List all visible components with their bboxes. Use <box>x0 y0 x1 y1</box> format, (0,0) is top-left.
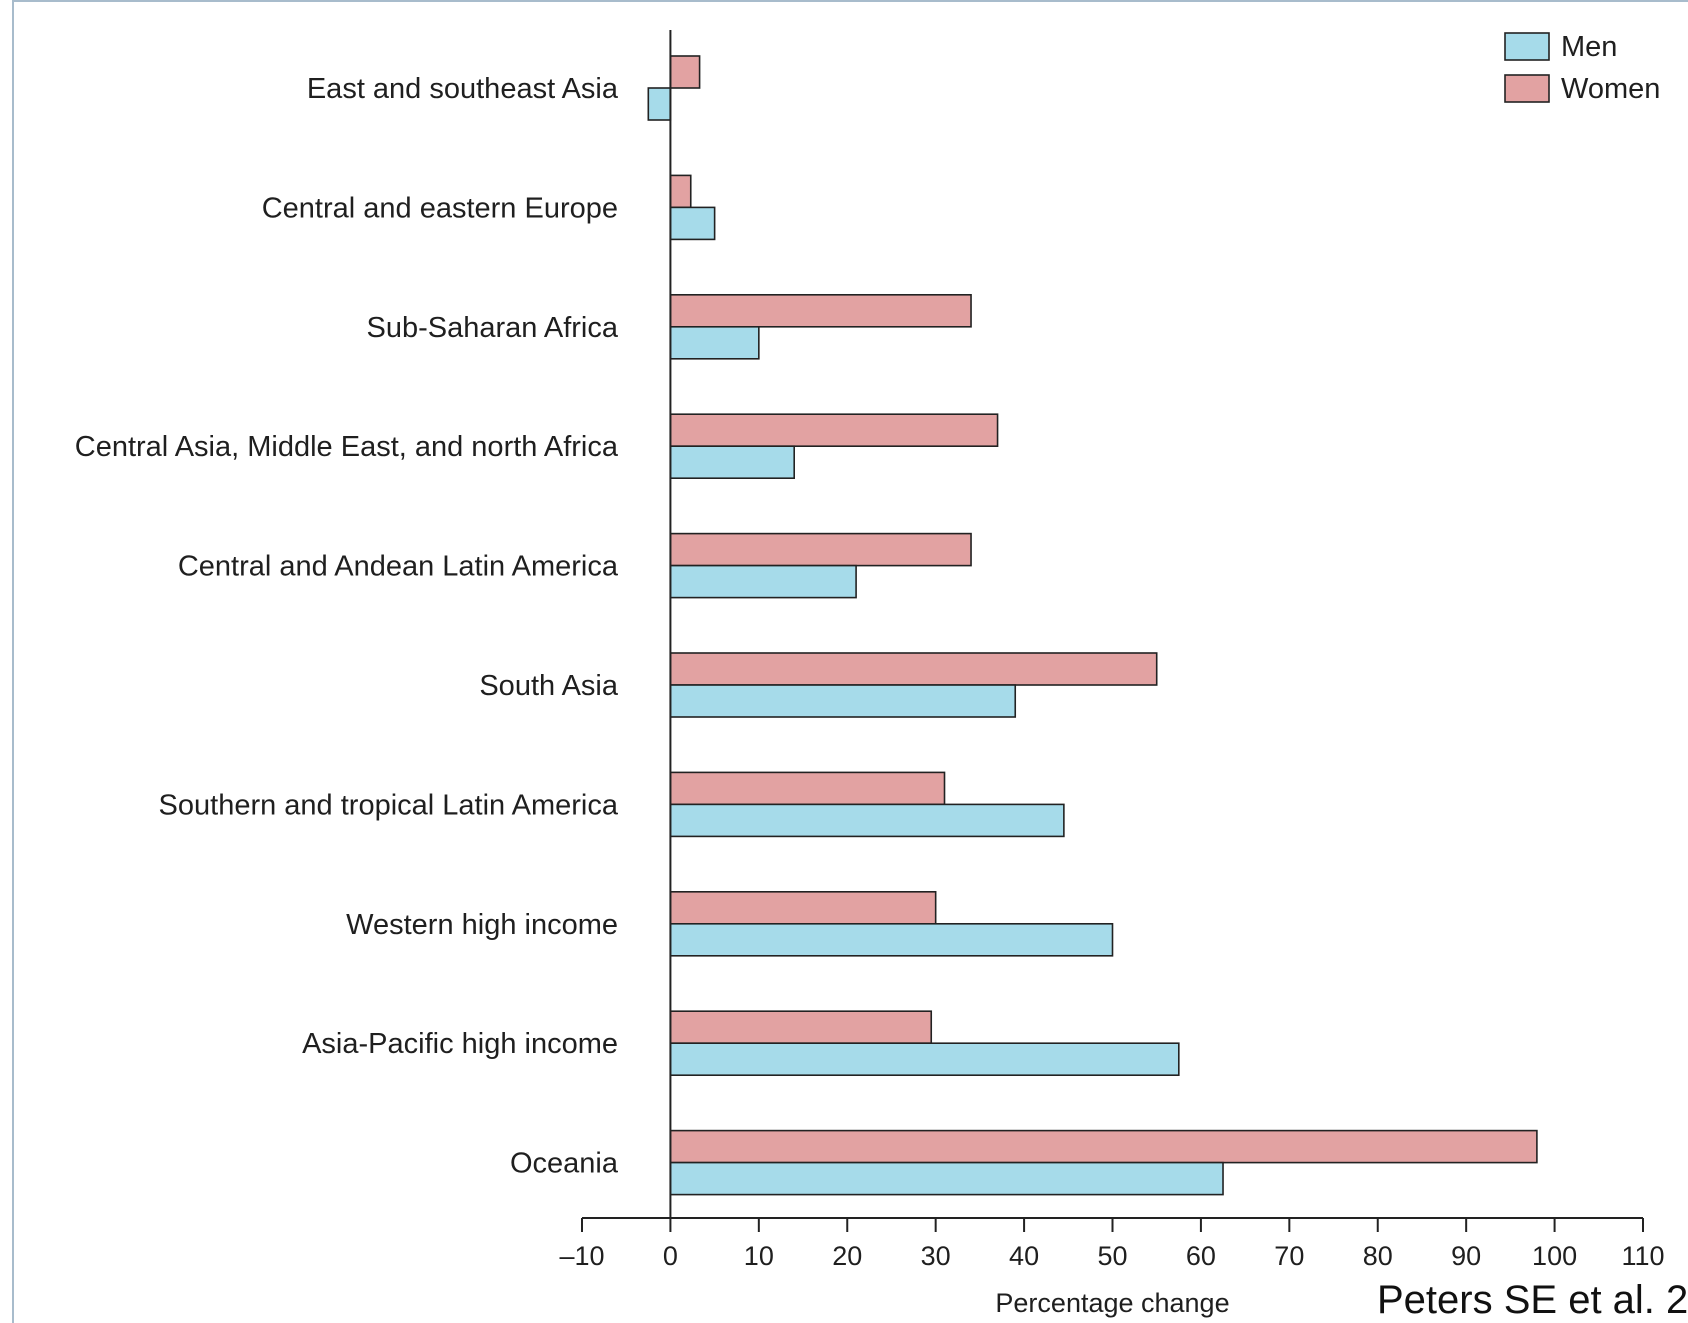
x-tick-label: –10 <box>559 1241 604 1271</box>
bars-layer <box>647 55 1538 1196</box>
bar-men-3 <box>669 445 796 480</box>
citation: Peters SE et al. 2 <box>1377 1278 1688 1322</box>
bar-women-0 <box>669 55 701 89</box>
bar-women-7 <box>669 890 937 925</box>
bar-women-2 <box>669 293 972 328</box>
legend-swatch-women <box>1504 74 1550 103</box>
x-tick-label: 90 <box>1451 1241 1481 1271</box>
x-tick-label: 50 <box>1097 1241 1127 1271</box>
bar-women-3 <box>669 413 999 448</box>
category-label: South Asia <box>479 670 619 702</box>
x-tick-label: 110 <box>1621 1241 1664 1271</box>
category-label: Central and eastern Europe <box>262 192 618 224</box>
legend-label-women: Women <box>1561 73 1660 105</box>
category-label: Oceania <box>510 1148 619 1180</box>
x-tick-label: 0 <box>663 1241 678 1271</box>
bar-men-5 <box>669 684 1017 718</box>
category-label: Asia-Pacific high income <box>302 1028 618 1060</box>
x-tick-label: 10 <box>744 1241 774 1271</box>
legend-label-men: Men <box>1561 31 1617 63</box>
bar-men-1 <box>669 206 716 241</box>
legend: Men Women <box>1504 31 1660 105</box>
bar-men-9 <box>669 1161 1224 1196</box>
bar-men-7 <box>669 922 1114 957</box>
bar-women-5 <box>669 652 1158 686</box>
category-labels: East and southeast Asia Central and easte… <box>75 73 619 1180</box>
x-tick-label: 100 <box>1532 1241 1577 1271</box>
bar-men-0 <box>647 87 672 121</box>
category-label: Western high income <box>346 909 618 941</box>
bar-women-8 <box>669 1010 933 1045</box>
bar-men-8 <box>669 1042 1180 1076</box>
x-axis-title: Percentage change <box>995 1288 1229 1318</box>
x-tick-label: 70 <box>1274 1241 1304 1271</box>
bar-women-6 <box>669 771 946 806</box>
x-axis: –10 0 10 20 30 40 50 60 70 80 90 100 110 <box>559 1217 1665 1271</box>
legend-swatch-men <box>1504 32 1550 61</box>
bar-men-6 <box>669 803 1065 838</box>
x-tick-label: 40 <box>1009 1241 1039 1271</box>
x-tick-label: 60 <box>1186 1241 1216 1271</box>
figure-frame <box>12 0 1688 1323</box>
category-label: Central Asia, Middle East, and north Afr… <box>75 431 619 463</box>
bar-women-9 <box>669 1129 1538 1164</box>
bar-women-4 <box>669 532 972 567</box>
x-tick-label: 30 <box>921 1241 951 1271</box>
category-label: Central and Andean Latin America <box>178 551 619 583</box>
category-label: East and southeast Asia <box>307 73 619 105</box>
bar-women-1 <box>669 174 692 209</box>
x-tick-label: 80 <box>1363 1241 1393 1271</box>
x-tick-label: 20 <box>832 1241 862 1271</box>
category-label: Sub-Saharan Africa <box>367 312 619 344</box>
bar-men-4 <box>669 564 857 599</box>
category-label: Southern and tropical Latin America <box>159 789 619 821</box>
bar-men-2 <box>669 325 760 360</box>
